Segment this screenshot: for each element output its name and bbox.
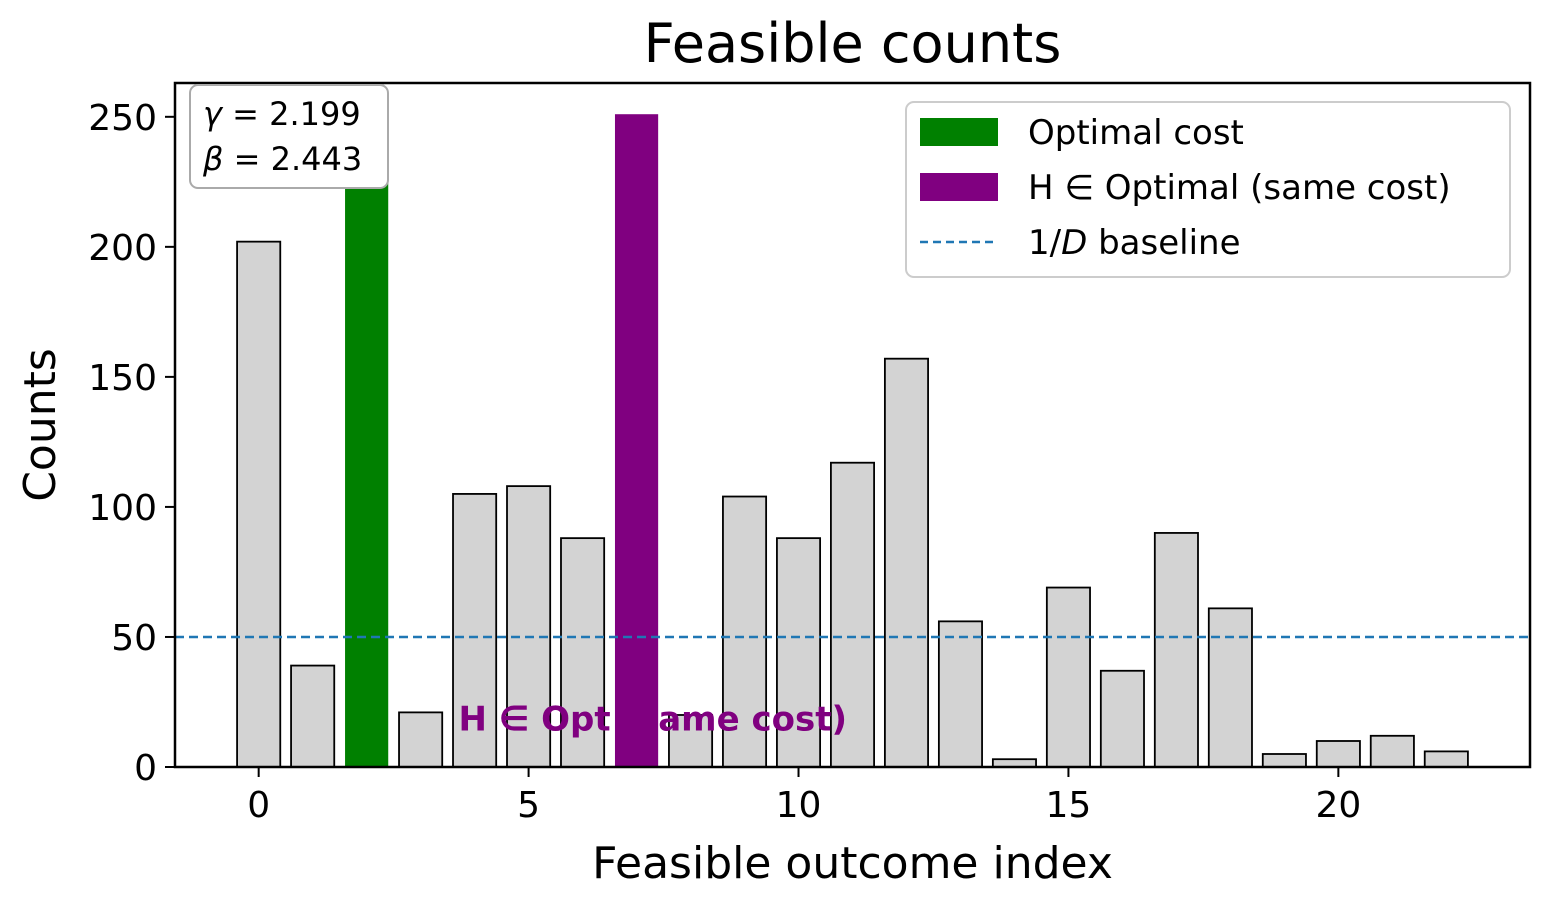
chart-title: Feasible counts: [644, 12, 1062, 75]
y-tick-label: 0: [134, 748, 157, 789]
y-tick-label: 200: [88, 228, 157, 269]
legend-swatch-optimal: [920, 118, 998, 146]
bar: [1099, 669, 1145, 768]
bar: [290, 664, 336, 768]
legend-frame: [905, 101, 1511, 278]
bar: [398, 711, 444, 768]
x-tick-label: 10: [776, 785, 822, 826]
x-tick-label: 5: [517, 785, 540, 826]
bar: [1261, 753, 1307, 768]
annotation-layer: H ∈ Opt (same cost): [458, 700, 847, 740]
bar: [1369, 734, 1415, 768]
y-tick-label: 250: [88, 98, 157, 139]
bar: [830, 461, 875, 768]
legend-baseline-suffix: baseline: [1087, 223, 1240, 263]
legend: Optimal cost H ∈ Optimal (same cost) 1/D…: [905, 101, 1511, 278]
y-axis-label: Counts: [15, 348, 66, 502]
annotation-text: H ∈ Opt (same cost): [458, 700, 847, 740]
bar: [1423, 750, 1469, 768]
beta-symbol: β: [202, 140, 223, 178]
legend-label-h-in-optimal: H ∈ Optimal (same cost): [1028, 168, 1451, 208]
legend-baseline-italic: D: [1061, 223, 1087, 263]
bar-optimal: [345, 116, 389, 768]
bar: [883, 357, 929, 768]
legend-label-optimal: Optimal cost: [1028, 113, 1244, 153]
x-tick-label: 20: [1315, 785, 1361, 826]
bar: [1207, 607, 1253, 768]
bar: [722, 495, 768, 768]
bar: [236, 240, 282, 768]
legend-swatch-h-in-optimal: [920, 173, 998, 201]
gamma-symbol: γ: [203, 95, 224, 133]
y-tick-label: 100: [88, 488, 157, 529]
params-box: γ = 2.199 β = 2.443: [189, 84, 389, 189]
bars-layer: [236, 114, 1469, 768]
x-axis-label: Feasible outcome index: [592, 838, 1113, 889]
bar: [1153, 532, 1199, 768]
bar-h-in-optimal: [614, 114, 659, 768]
params-box-frame: [189, 84, 389, 189]
bar: [668, 714, 714, 768]
x-tick-label: 0: [247, 785, 270, 826]
gamma-param: γ = 2.199: [203, 95, 361, 133]
legend-label-baseline: 1/D baseline: [1028, 223, 1241, 263]
y-tick-label: 50: [111, 618, 157, 659]
beta-param: β = 2.443: [202, 140, 362, 178]
bar: [937, 620, 983, 768]
legend-baseline-prefix: 1/: [1028, 223, 1062, 263]
y-tick-label: 150: [88, 358, 157, 399]
bar: [1315, 740, 1361, 768]
x-tick-label: 15: [1046, 785, 1092, 826]
bar: [1045, 586, 1091, 768]
beta-value: = 2.443: [223, 140, 362, 178]
gamma-value: = 2.199: [222, 95, 361, 133]
plot-frame: [173, 81, 1532, 769]
